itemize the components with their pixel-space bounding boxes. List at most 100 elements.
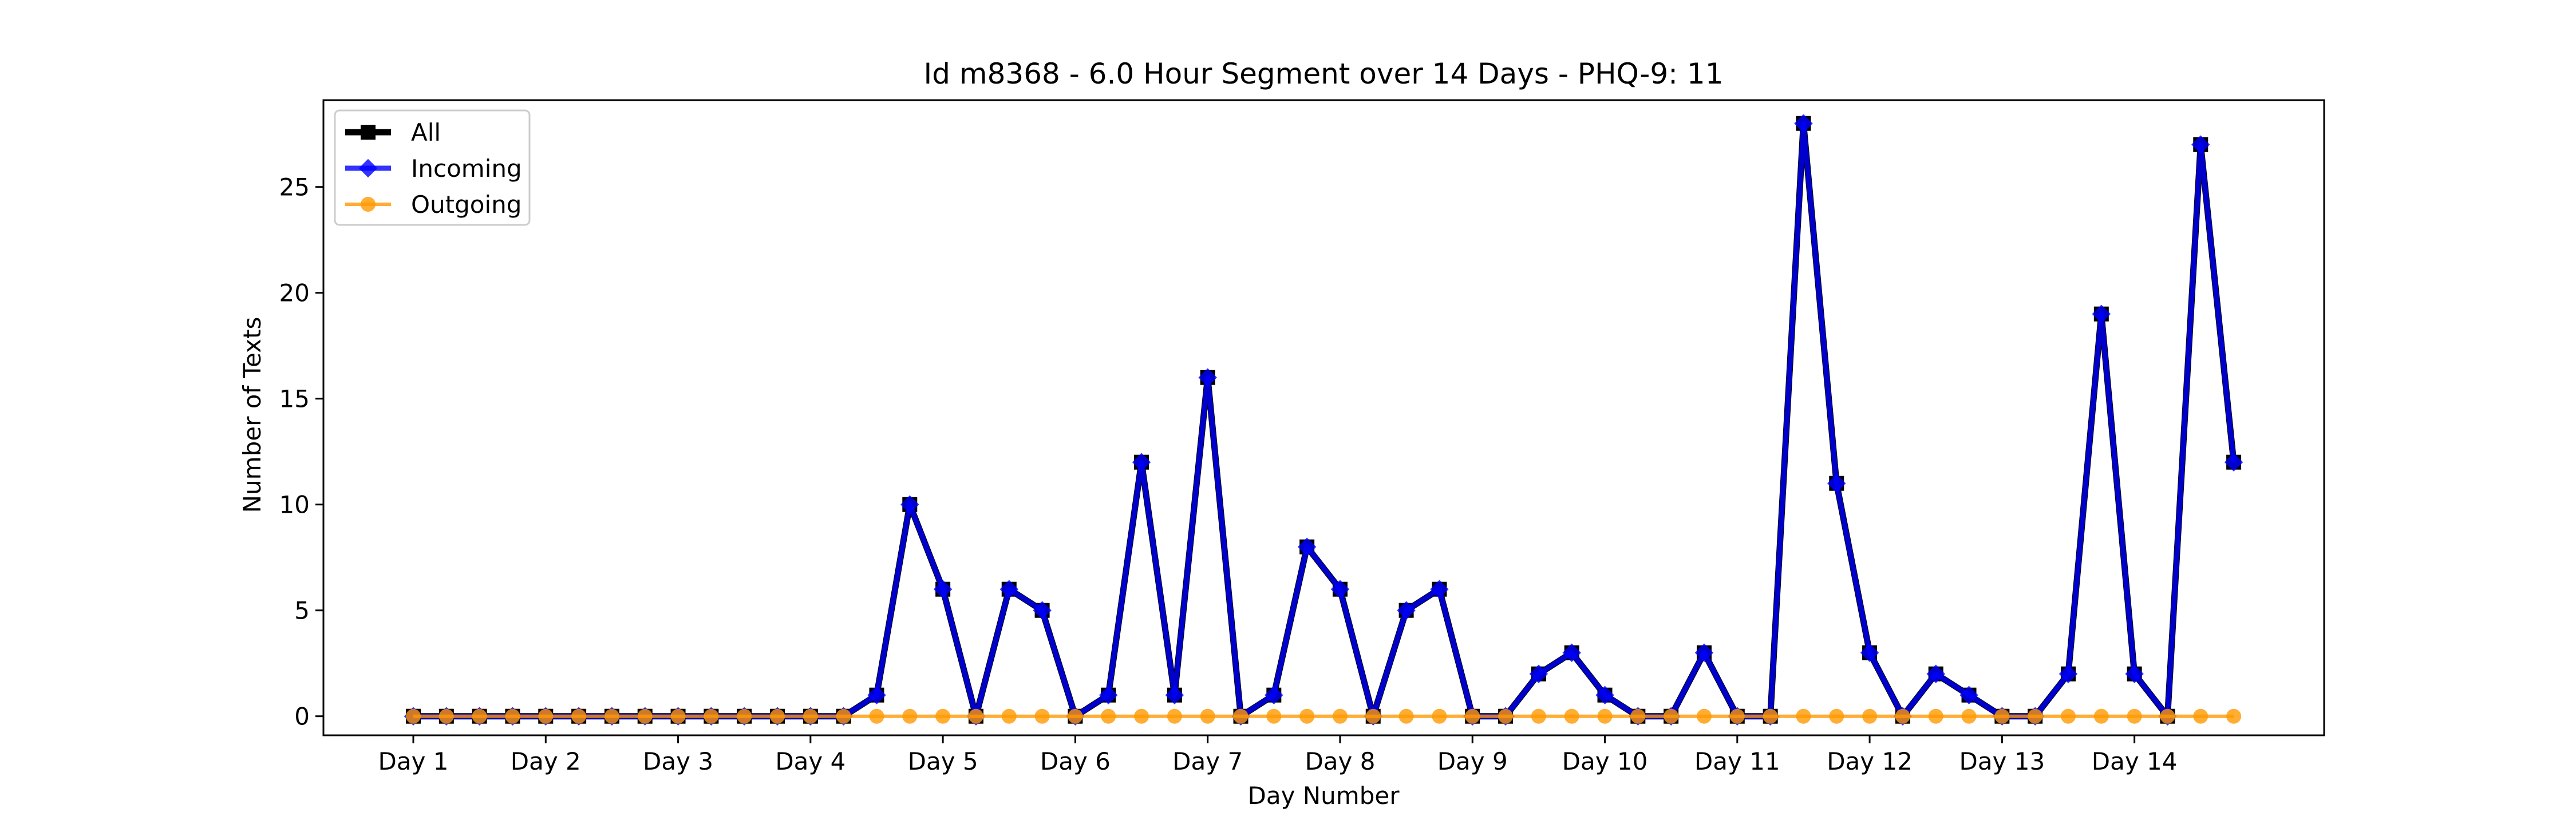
data-point-incoming	[999, 580, 1019, 599]
x-tick-label: Day 7	[1172, 747, 1243, 775]
axes-frame	[322, 99, 2325, 736]
y-tick-label: 20	[279, 279, 310, 307]
data-point-outgoing	[2061, 708, 2076, 724]
y-axis-label: Number of Texts	[238, 317, 266, 513]
data-point-incoming	[1330, 580, 1350, 599]
x-tick-label: Day 3	[643, 747, 713, 775]
data-point-outgoing	[869, 708, 884, 724]
data-point-outgoing	[1167, 708, 1182, 724]
data-point-outgoing	[1994, 708, 2010, 724]
y-tick-label: 15	[279, 385, 310, 413]
data-point-outgoing	[1564, 708, 1579, 724]
x-tick-label: Day 2	[511, 747, 581, 775]
data-point-outgoing	[1233, 708, 1249, 724]
data-point-outgoing	[1034, 708, 1050, 724]
data-point-incoming	[2092, 304, 2111, 323]
data-point-incoming	[1430, 580, 1449, 599]
series-outgoing	[406, 708, 2242, 724]
data-point-outgoing	[1630, 708, 1646, 724]
data-point-outgoing	[902, 708, 918, 724]
data-point-outgoing	[1365, 708, 1381, 724]
data-point-incoming	[1397, 601, 1416, 620]
data-point-outgoing	[604, 708, 619, 724]
data-point-incoming	[2191, 135, 2210, 154]
x-tick-label: Day 5	[908, 747, 978, 775]
data-point-outgoing	[505, 708, 520, 724]
legend-label-incoming: Incoming	[411, 154, 522, 183]
x-tick-label: Day 12	[1827, 747, 1913, 775]
data-point-outgoing	[1796, 708, 1811, 724]
data-point-outgoing	[1597, 708, 1613, 724]
data-point-incoming	[1265, 686, 1283, 704]
y-tick-label: 25	[279, 173, 310, 201]
legend-marker-outgoing	[361, 197, 376, 212]
data-point-outgoing	[1862, 708, 1878, 724]
data-point-outgoing	[637, 708, 653, 724]
data-point-incoming	[1926, 664, 1945, 683]
data-point-outgoing	[737, 708, 752, 724]
data-point-incoming	[1794, 114, 1813, 133]
data-point-outgoing	[1664, 708, 1679, 724]
x-tick-label: Day 11	[1694, 747, 1780, 775]
data-point-outgoing	[472, 708, 487, 724]
data-point-outgoing	[2127, 708, 2142, 724]
data-point-outgoing	[803, 708, 818, 724]
x-tick-label: Day 13	[1959, 747, 2045, 775]
data-point-outgoing	[1928, 708, 1943, 724]
x-tick-label: Day 6	[1040, 747, 1111, 775]
x-tick-label: Day 9	[1437, 747, 1508, 775]
x-tick-label: Day 1	[378, 747, 448, 775]
data-point-incoming	[1297, 537, 1317, 556]
data-point-outgoing	[1266, 708, 1282, 724]
legend-frame	[334, 109, 531, 226]
data-point-incoming	[933, 580, 953, 599]
legend-label-outgoing: Outgoing	[411, 191, 521, 219]
data-point-outgoing	[1829, 708, 1844, 724]
legend-marker-incoming	[358, 159, 378, 178]
data-point-incoming	[2224, 453, 2243, 472]
data-point-incoming	[1198, 368, 1217, 387]
data-point-outgoing	[770, 708, 785, 724]
data-point-outgoing	[670, 708, 686, 724]
data-point-outgoing	[1498, 708, 1514, 724]
y-tick-label: 5	[294, 597, 310, 625]
data-point-incoming	[1132, 453, 1151, 472]
data-point-incoming	[1165, 686, 1184, 704]
data-point-outgoing	[538, 708, 554, 724]
data-point-outgoing	[1332, 708, 1348, 724]
data-point-outgoing	[1531, 708, 1546, 724]
x-axis-label: Day Number	[1247, 782, 1400, 810]
x-tick-label: Day 8	[1305, 747, 1375, 775]
data-point-outgoing	[1101, 708, 1116, 724]
data-point-outgoing	[1432, 708, 1447, 724]
data-point-outgoing	[1961, 708, 1977, 724]
data-point-incoming	[1595, 686, 1614, 704]
x-tick-label: Day 10	[1562, 747, 1648, 775]
data-point-outgoing	[1134, 708, 1149, 724]
data-point-incoming	[867, 686, 886, 704]
legend: All Incoming Outgoing	[334, 109, 531, 226]
data-point-outgoing	[1068, 708, 1083, 724]
data-point-incoming	[1959, 686, 1978, 704]
data-point-outgoing	[1729, 708, 1745, 724]
data-point-outgoing	[1465, 708, 1480, 724]
data-point-incoming	[1033, 601, 1052, 620]
data-point-outgoing	[2226, 708, 2242, 724]
data-point-outgoing	[704, 708, 719, 724]
data-point-incoming	[1694, 643, 1714, 662]
data-point-outgoing	[1696, 708, 1712, 724]
data-point-outgoing	[571, 708, 587, 724]
data-point-outgoing	[1200, 708, 1215, 724]
data-point-outgoing	[836, 708, 851, 724]
data-point-outgoing	[1398, 708, 1414, 724]
x-tick-label: Day 14	[2092, 747, 2178, 775]
data-point-outgoing	[1763, 708, 1778, 724]
data-point-outgoing	[406, 708, 421, 724]
plot-area: 0 5 10 15 20 25 Day 1 Day 2 Day 3 Day 4 Day 5 Day 6…	[279, 99, 2325, 775]
data-point-outgoing	[2193, 708, 2208, 724]
data-point-outgoing	[2093, 708, 2109, 724]
y-tick-label: 0	[294, 703, 310, 731]
data-point-incoming	[1860, 643, 1879, 662]
data-point-outgoing	[968, 708, 983, 724]
